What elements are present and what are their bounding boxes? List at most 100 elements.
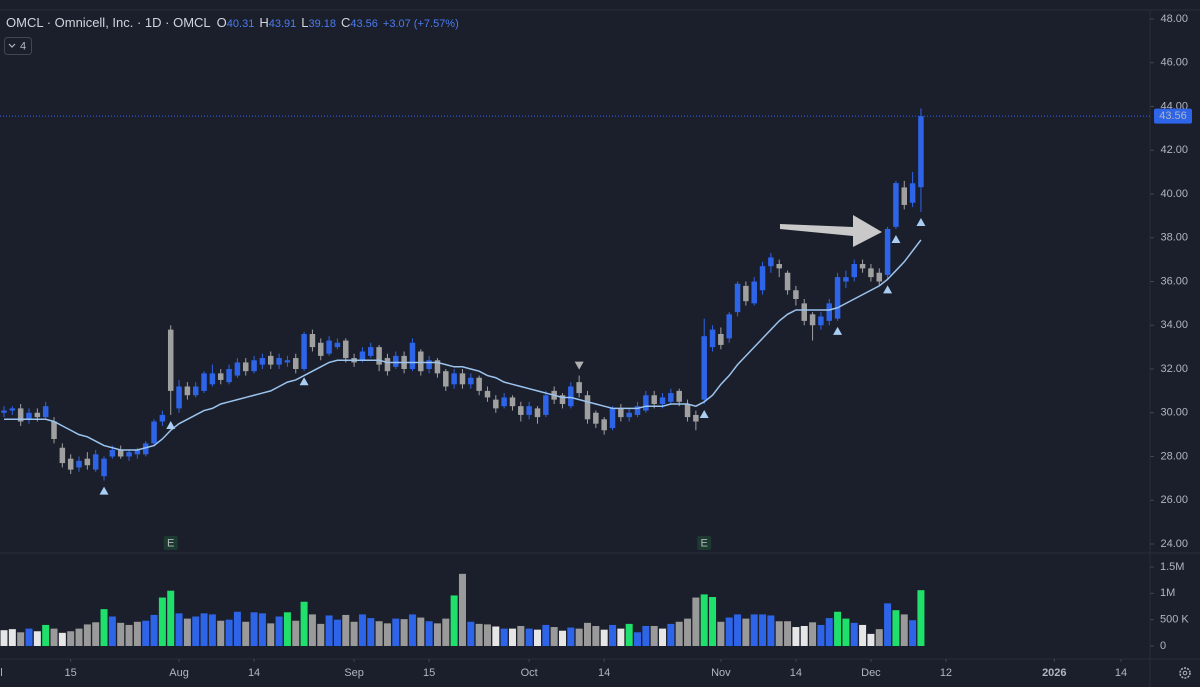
candle-body [684, 404, 691, 418]
candle-body [393, 355, 399, 367]
volume-tick-label: 1.5M [1160, 561, 1184, 573]
candle-body [809, 314, 816, 326]
volume-bar [667, 623, 675, 646]
ohlc-label: L [301, 15, 308, 30]
settings-icon[interactable] [1179, 667, 1191, 679]
volume-tick-label: 0 [1160, 640, 1166, 652]
candle-body [826, 303, 832, 321]
candle-body [609, 408, 616, 429]
candle-body [217, 373, 224, 380]
y-tick-label: 46.00 [1160, 57, 1188, 69]
candle-body [634, 406, 641, 415]
volume-bar [75, 628, 83, 646]
ohlc-label: C [341, 15, 350, 30]
volume-bar [592, 625, 600, 646]
candle-body [534, 408, 541, 418]
up-signal [699, 410, 709, 418]
volume-bar [175, 613, 183, 646]
volume-bar [425, 621, 433, 646]
candle-body [793, 290, 799, 299]
volume-bar [750, 614, 758, 646]
volume-bar [700, 594, 708, 646]
ohlc-label: O [217, 15, 227, 30]
volume-bar [525, 628, 533, 646]
annotation-arrow [780, 215, 882, 247]
volume-bar [400, 619, 408, 646]
candle-body [509, 397, 516, 407]
candle-body [593, 412, 599, 424]
volume-bar [358, 614, 366, 646]
volume-bar [258, 613, 266, 646]
candle-body [151, 421, 157, 444]
volume-bar [333, 619, 341, 646]
volume-bar [492, 626, 500, 646]
volume-bar [67, 631, 75, 646]
volume-bar [275, 616, 283, 646]
ohlc-value: 43.56 [350, 18, 378, 30]
earnings-marker [697, 536, 712, 550]
indicators-toggle[interactable] [4, 37, 32, 55]
candle-body [42, 406, 49, 418]
up-signal [99, 486, 109, 495]
volume-bar [317, 623, 325, 646]
candle-body [884, 229, 891, 275]
volume-bar [192, 616, 200, 646]
candle-body [384, 358, 391, 372]
x-tick-label: 14 [248, 667, 260, 679]
x-tick-label: Jul [0, 667, 3, 679]
earnings-marker [163, 536, 178, 550]
candle-body [726, 314, 732, 339]
up-signal [299, 377, 309, 386]
candle-body [101, 458, 107, 477]
candle-body [159, 414, 166, 422]
volume-bar [909, 620, 917, 646]
volume-bar [684, 618, 692, 646]
last-price-label: 43.56 [1159, 110, 1187, 122]
volume-bar [784, 621, 792, 646]
candle-body [259, 358, 266, 365]
volume-bar [600, 629, 608, 646]
candle-body [309, 334, 316, 348]
candle-body [659, 397, 666, 404]
volume-bar [458, 573, 466, 646]
volume-bar [350, 621, 358, 646]
candle-body [443, 371, 449, 387]
candle-body [192, 386, 199, 396]
candle-body [618, 408, 624, 418]
candle-body [92, 454, 99, 470]
x-tick-label: 2026 [1042, 667, 1066, 679]
volume-bar [233, 611, 241, 646]
volume-bar [675, 621, 683, 646]
x-tick-label: 15 [423, 667, 435, 679]
volume-bar [242, 621, 250, 646]
ohlc-value: 40.31 [227, 18, 255, 30]
candle-body [376, 347, 382, 365]
ohlc-label: H [259, 15, 268, 30]
volume-bar [208, 614, 216, 646]
volume-bar [775, 621, 783, 646]
candle-body [909, 183, 916, 203]
volume-bar [308, 614, 316, 646]
volume-bar [717, 621, 725, 646]
volume-bar [508, 628, 516, 646]
volume-bar [417, 617, 425, 646]
candle-body [234, 362, 241, 376]
candle-body [109, 449, 116, 457]
volume-bar [892, 610, 900, 646]
candle-body [134, 449, 141, 455]
y-tick-label: 40.00 [1160, 188, 1188, 200]
volume-bar [609, 624, 617, 646]
candle-body [751, 281, 757, 304]
volume-bar [375, 621, 383, 646]
candle-body [651, 395, 657, 404]
volume-bar [433, 623, 441, 646]
volume-bar [442, 618, 450, 646]
candle-body [142, 443, 149, 455]
volume-bar [325, 615, 333, 646]
volume-bar [42, 624, 50, 646]
candle-body [184, 386, 191, 396]
candle-body [426, 360, 432, 369]
earnings-label: E [701, 537, 708, 549]
volume-bar [8, 629, 16, 646]
candle-body [768, 257, 774, 267]
